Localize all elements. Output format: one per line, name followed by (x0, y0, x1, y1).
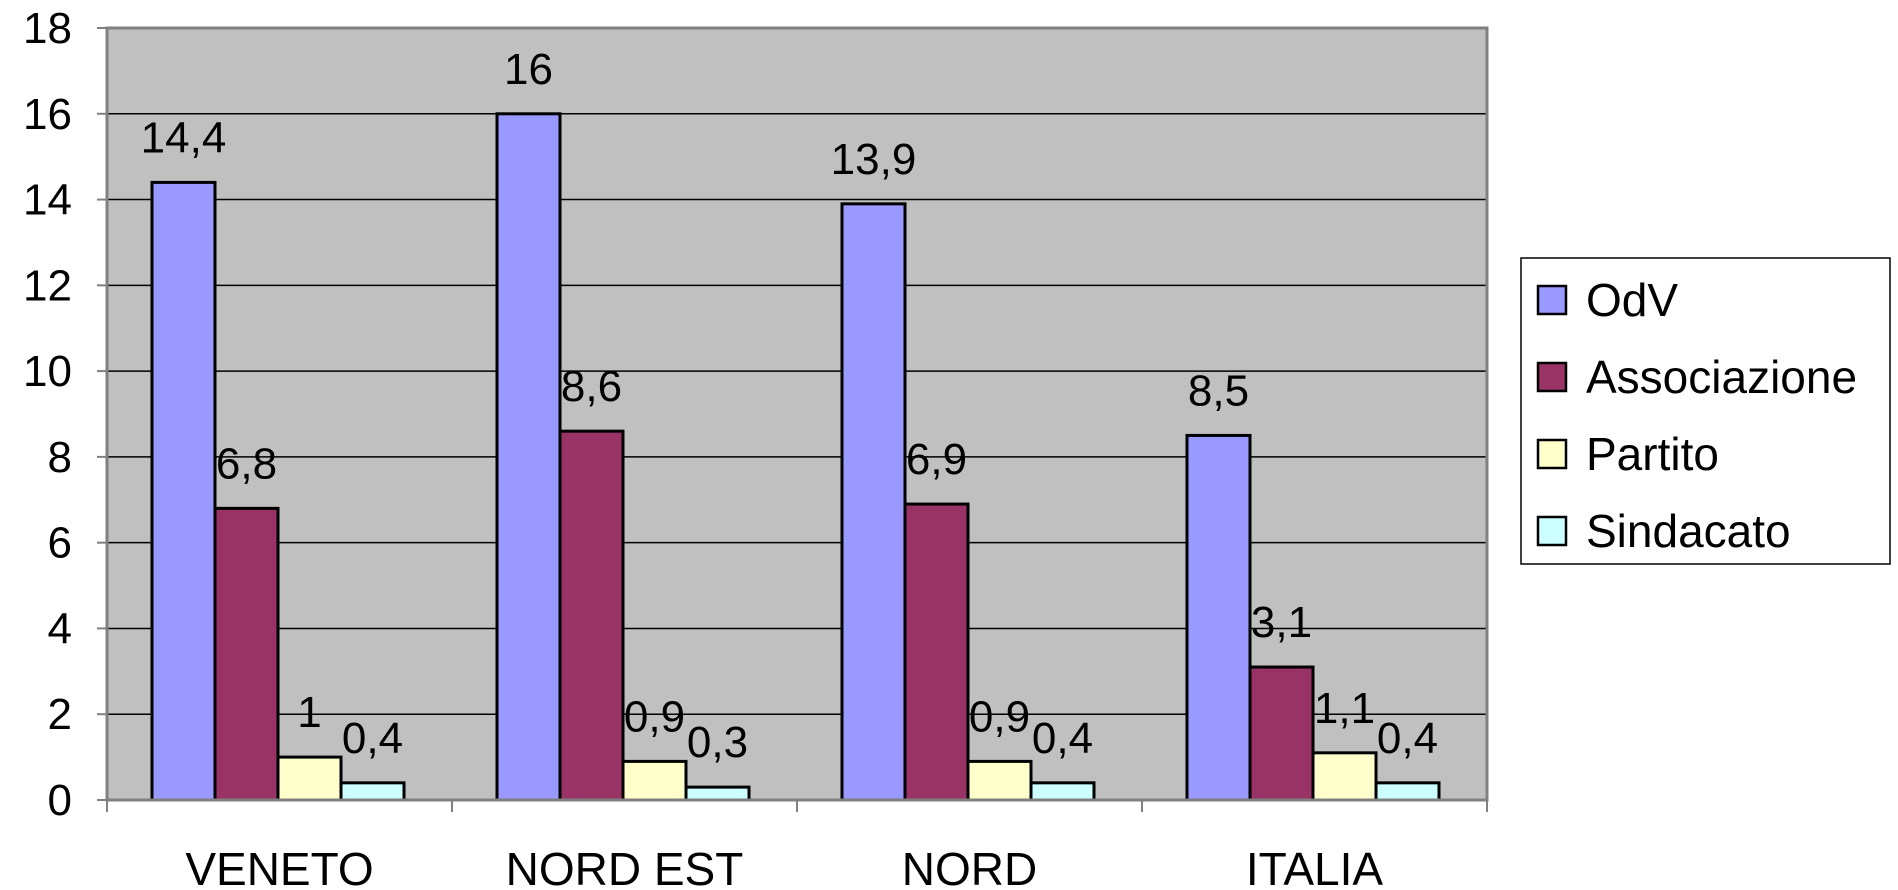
x-category-label: VENETO (185, 843, 373, 890)
bar (150, 180, 217, 802)
x-category-label: NORD (902, 843, 1037, 890)
bar (684, 785, 751, 802)
data-label: 1 (297, 688, 321, 737)
bar (213, 506, 280, 802)
y-tick-label: 6 (48, 519, 72, 568)
axes: 0 2 4 6 8 10 12 14 16 18 VENETO NORD EST NORD ITALIA (23, 4, 1489, 890)
data-label: 0,4 (1032, 714, 1093, 763)
bar (621, 759, 688, 802)
data-label: 0,4 (342, 714, 403, 763)
bar (1374, 781, 1441, 802)
bar (1311, 751, 1378, 802)
data-label: 0,3 (687, 718, 748, 767)
bar (558, 429, 625, 802)
bar (495, 112, 562, 802)
x-category-label: ITALIA (1246, 843, 1384, 890)
bar (276, 755, 343, 802)
legend-label: Associazione (1586, 351, 1857, 403)
data-label: 0,9 (969, 692, 1030, 741)
data-label: 6,8 (216, 439, 277, 488)
legend: OdV Associazione Partito Sindacato (1520, 257, 1891, 565)
bars (150, 112, 1441, 802)
bar (1029, 781, 1096, 802)
bar (840, 202, 907, 802)
y-tick-label: 16 (23, 90, 72, 139)
y-tick-label: 0 (48, 776, 72, 825)
data-label: 0,4 (1377, 714, 1438, 763)
bar (1185, 433, 1252, 802)
y-tick-label: 8 (48, 433, 72, 482)
y-tick-label: 2 (48, 690, 72, 739)
data-label: 13,9 (831, 135, 917, 184)
legend-label: OdV (1586, 274, 1678, 326)
data-label: 3,1 (1251, 598, 1312, 647)
y-tick-label: 14 (23, 176, 72, 225)
data-label: 6,9 (906, 435, 967, 484)
y-tick-label: 18 (23, 4, 72, 53)
bar (966, 759, 1033, 802)
data-label: 16 (504, 45, 553, 94)
data-label: 8,5 (1188, 366, 1249, 415)
legend-swatch (1536, 284, 1568, 316)
y-tick-label: 12 (23, 261, 72, 310)
legend-swatch (1536, 438, 1568, 470)
bar (339, 781, 406, 802)
legend-label: Sindacato (1586, 505, 1791, 557)
x-category-label: NORD EST (506, 843, 744, 890)
data-label: 1,1 (1314, 684, 1375, 733)
legend-swatch (1536, 515, 1568, 547)
legend-box (1520, 257, 1891, 565)
y-tick-label: 4 (48, 604, 72, 653)
legend-label: Partito (1586, 428, 1719, 480)
bar (903, 502, 970, 802)
y-tick-label: 10 (23, 347, 72, 396)
data-label: 14,4 (141, 113, 227, 162)
data-label: 8,6 (561, 362, 622, 411)
legend-swatch (1536, 361, 1568, 393)
bar (1248, 665, 1315, 802)
data-label: 0,9 (624, 692, 685, 741)
